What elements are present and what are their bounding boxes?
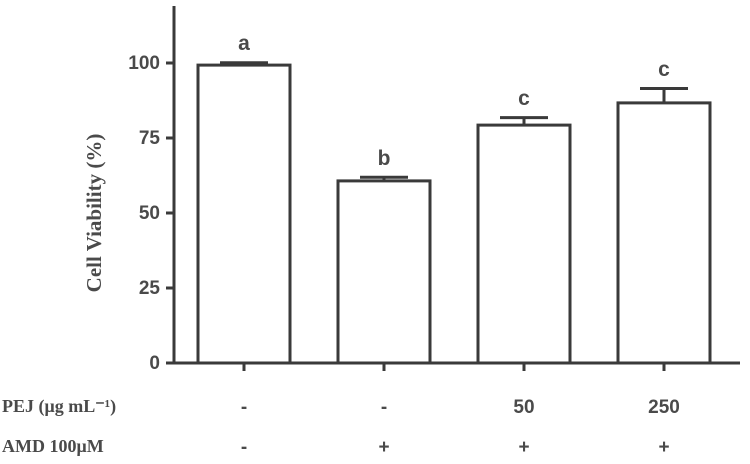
row-value: 250 [648, 397, 680, 418]
row-value: + [378, 437, 389, 458]
y-tick-label: 25 [139, 278, 161, 299]
row-value: - [381, 397, 387, 418]
row-label: PEJ (μg mL⁻¹) [2, 396, 116, 417]
row-value: + [658, 437, 669, 458]
row-value: 50 [513, 397, 534, 418]
y-axis-label: Cell Viability (%) [82, 134, 106, 293]
row-value: - [241, 437, 247, 458]
bar [476, 123, 572, 365]
row-label: AMD 100μM [2, 436, 104, 456]
row-value: + [518, 437, 529, 458]
y-tick-label: 0 [149, 353, 160, 374]
row-value: - [241, 397, 247, 418]
y-tick-label: 50 [139, 203, 160, 224]
significance-letter: c [658, 58, 670, 81]
significance-letter: b [378, 147, 391, 170]
bar [336, 179, 432, 365]
y-tick-label: 100 [128, 53, 160, 74]
y-tick-label: 75 [139, 128, 161, 149]
bar [196, 63, 292, 365]
significance-letter: c [518, 87, 530, 110]
significance-letter: a [238, 32, 250, 55]
bar [616, 101, 712, 365]
